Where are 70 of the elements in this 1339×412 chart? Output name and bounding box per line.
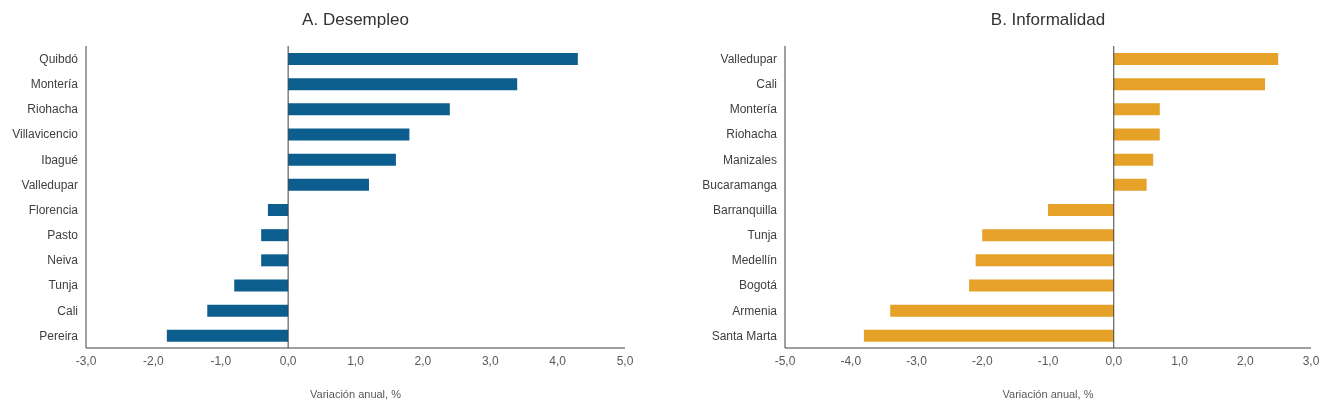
y-tick-label: Montería [30, 77, 79, 92]
x-axis-title: Variación anual, % [310, 388, 402, 400]
y-tick-label: Santa Marta [711, 328, 778, 343]
x-tick-label: -2,0 [971, 353, 993, 368]
y-tick-label: Manizales [722, 152, 777, 167]
bar [1048, 204, 1114, 216]
x-tick-label: 1,0 [347, 353, 365, 368]
bar [261, 229, 289, 242]
x-tick-label: 0,0 [279, 353, 297, 368]
y-tick-label: Quibdó [39, 51, 79, 66]
y-tick-label: Riohacha [27, 102, 79, 117]
x-tick-label: 0,0 [1105, 353, 1123, 368]
bar [1113, 128, 1160, 141]
y-tick-label: Tunja [747, 228, 778, 243]
x-tick-label: 2,0 [414, 353, 432, 368]
y-tick-label: Pereira [39, 328, 79, 343]
bar [267, 204, 289, 216]
bar [288, 128, 410, 141]
bar [1113, 178, 1147, 191]
y-tick-label: Cali [756, 77, 777, 92]
bar [166, 329, 289, 342]
y-tick-label: Armenia [732, 303, 778, 318]
y-tick-label: Valledupar [21, 177, 78, 192]
bar [975, 254, 1114, 267]
x-tick-label: -1,0 [210, 353, 232, 368]
bar [1113, 78, 1265, 91]
bar [982, 229, 1114, 242]
y-tick-label: Bogotá [738, 278, 778, 293]
chart-title: A. Desempleo [301, 9, 410, 31]
x-tick-label: -5,0 [774, 353, 796, 368]
bar [234, 279, 289, 292]
bar [1113, 53, 1279, 65]
y-tick-label: Villavicencio [12, 127, 79, 142]
x-tick-label: 4,0 [549, 353, 567, 368]
y-tick-label: Montería [729, 102, 778, 117]
y-tick-label: Valledupar [720, 51, 777, 66]
y-tick-label: Bucaramanga [702, 177, 778, 192]
x-tick-label: -2,0 [143, 353, 165, 368]
x-tick-label: 5,0 [616, 353, 634, 368]
bar [1113, 103, 1160, 116]
y-tick-label: Barranquilla [712, 202, 778, 217]
x-tick-label: 1,0 [1171, 353, 1189, 368]
y-tick-label: Pasto [47, 228, 79, 243]
bar [863, 329, 1114, 342]
bar [207, 304, 289, 317]
bar [969, 279, 1114, 292]
y-tick-label: Cali [57, 303, 78, 318]
bar [288, 178, 369, 191]
bar [1113, 153, 1154, 166]
y-tick-label: Ibagué [41, 152, 79, 167]
x-tick-label: -3,0 [906, 353, 928, 368]
x-tick-label: 3,0 [1302, 353, 1320, 368]
x-tick-label: -3,0 [75, 353, 97, 368]
bar [288, 103, 450, 116]
bar [288, 78, 518, 91]
x-tick-label: 2,0 [1236, 353, 1254, 368]
y-tick-label: Tunja [48, 278, 79, 293]
x-tick-label: -4,0 [840, 353, 862, 368]
y-tick-label: Neiva [47, 253, 79, 268]
bar [261, 254, 289, 267]
y-tick-label: Riohacha [726, 127, 778, 142]
y-tick-label: Medellín [731, 253, 777, 268]
x-axis-title: Variación anual, % [1002, 388, 1094, 400]
x-tick-label: -1,0 [1037, 353, 1059, 368]
x-tick-label: 3,0 [481, 353, 499, 368]
bar [288, 153, 396, 166]
chart-title: B. Informalidad [989, 9, 1107, 31]
bar [288, 53, 578, 65]
y-tick-label: Florencia [28, 202, 79, 217]
bar [890, 304, 1114, 317]
